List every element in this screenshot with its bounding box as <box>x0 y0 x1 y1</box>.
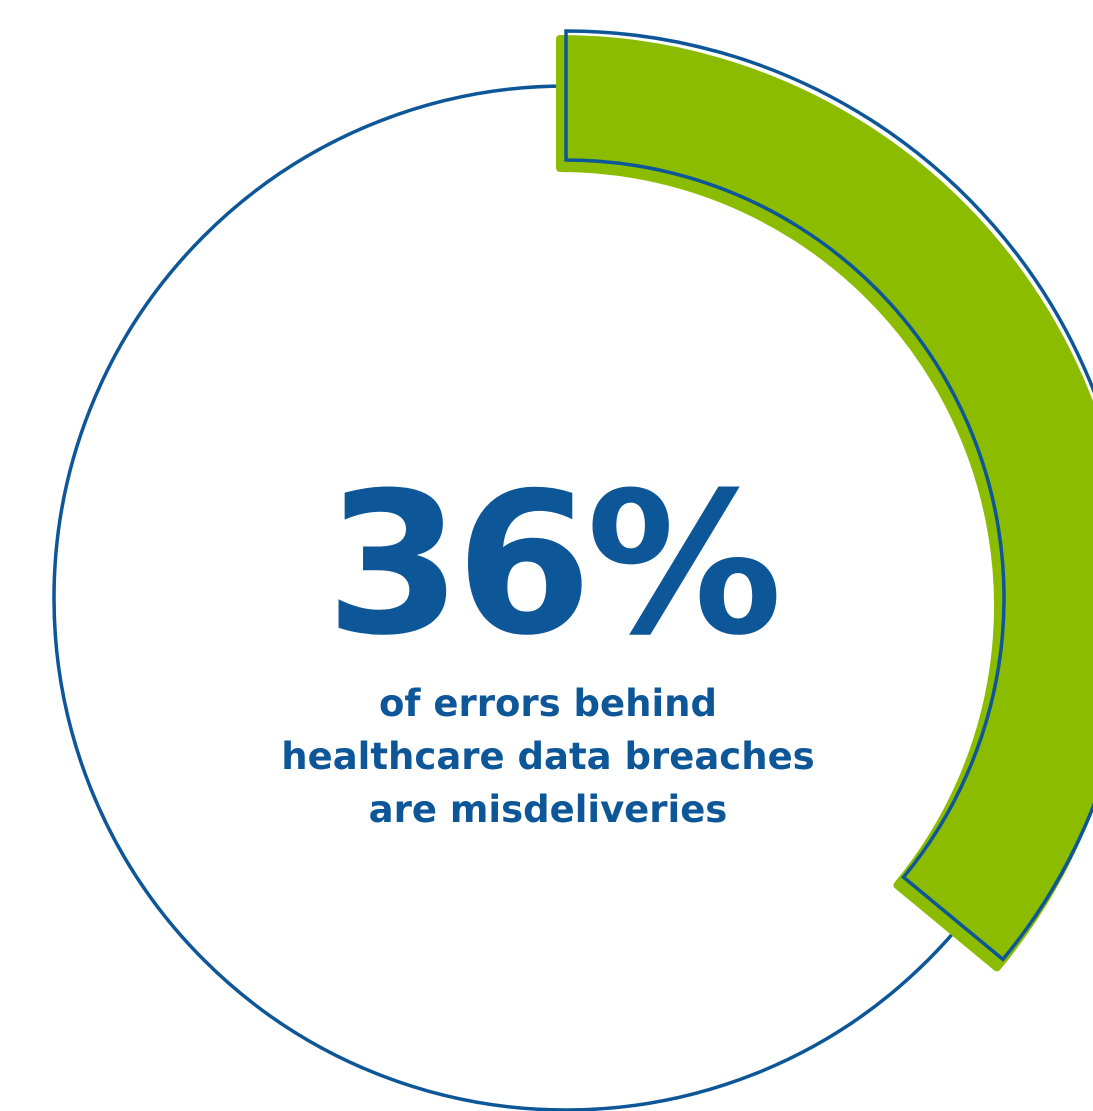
caption-line-1: of errors behind <box>379 682 717 725</box>
caption-line-3: are misdeliveries <box>369 788 728 831</box>
stat-value: 36% <box>325 451 777 679</box>
caption-line-2: healthcare data breaches <box>281 735 814 778</box>
highlight-segment-outline <box>564 29 1093 962</box>
